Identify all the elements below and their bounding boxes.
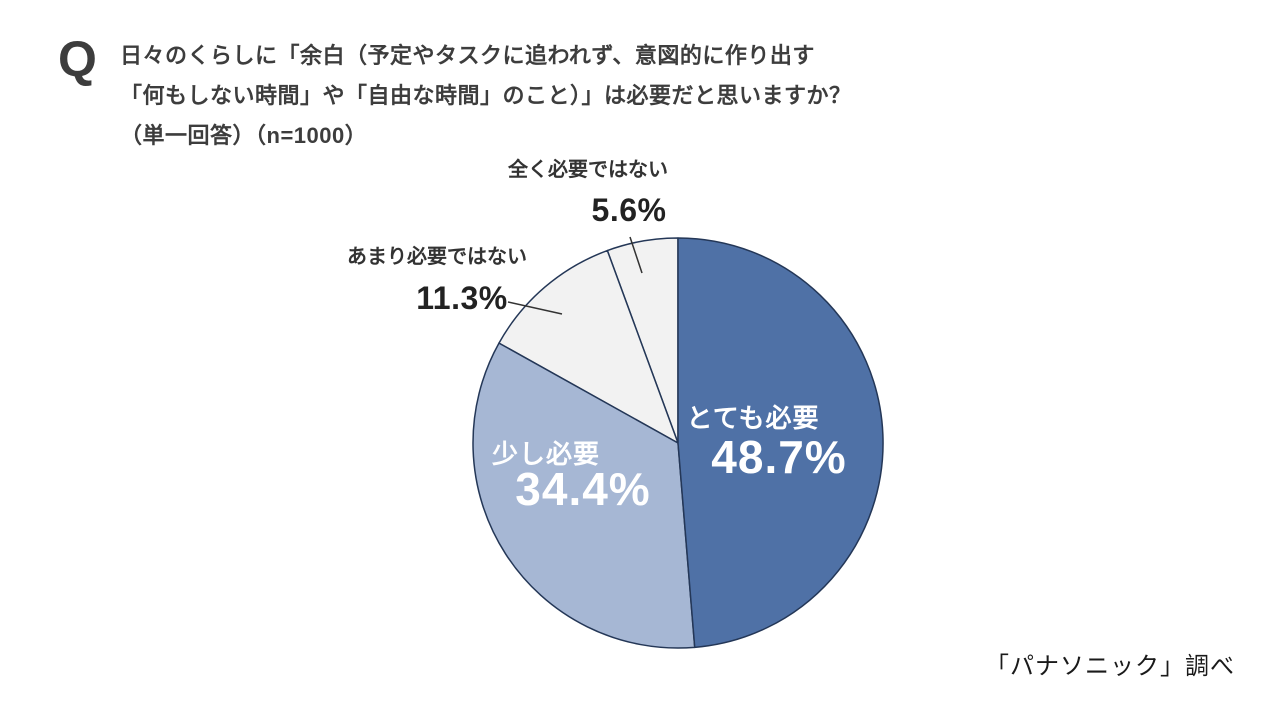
question-line-2: 「何もしない時間」や「自由な時間」のこと）」は必要だと思いますか？ <box>120 83 852 108</box>
slice-label-not-really-needed: あまり必要ではない <box>347 246 527 268</box>
leader-line-not-really-needed <box>507 301 563 315</box>
question-line-3: （単一回答）（n=1000） <box>120 123 368 148</box>
leader-line-not-needed-at-all <box>629 236 643 274</box>
slice-value-not-really-needed: 11.3% <box>416 280 508 316</box>
slice-label-very-needed: とても必要 <box>686 403 820 433</box>
slice-value-not-needed-at-all: 5.6% <box>591 192 667 228</box>
slice-label-somewhat-needed: 少し必要 <box>491 439 601 469</box>
question-mark-label: Q <box>58 31 97 87</box>
pie-slice-1 <box>472 342 696 649</box>
pie-slice-2 <box>498 249 679 444</box>
slice-value-very-needed: 48.7% <box>711 431 847 483</box>
slice-label-not-needed-at-all: 全く必要ではない <box>508 159 668 181</box>
pie-slice-0 <box>677 237 884 649</box>
question-line-1: 日々のくらしに「余白（予定やタスクに追われず、意図的に作り出す <box>120 43 815 68</box>
slice-value-somewhat-needed: 34.4% <box>515 463 651 515</box>
question-text: 日々のくらしに「余白（予定やタスクに追われず、意図的に作り出す 「何もしない時間… <box>120 36 852 156</box>
source-credit: 「パナソニック」調べ <box>985 653 1235 680</box>
